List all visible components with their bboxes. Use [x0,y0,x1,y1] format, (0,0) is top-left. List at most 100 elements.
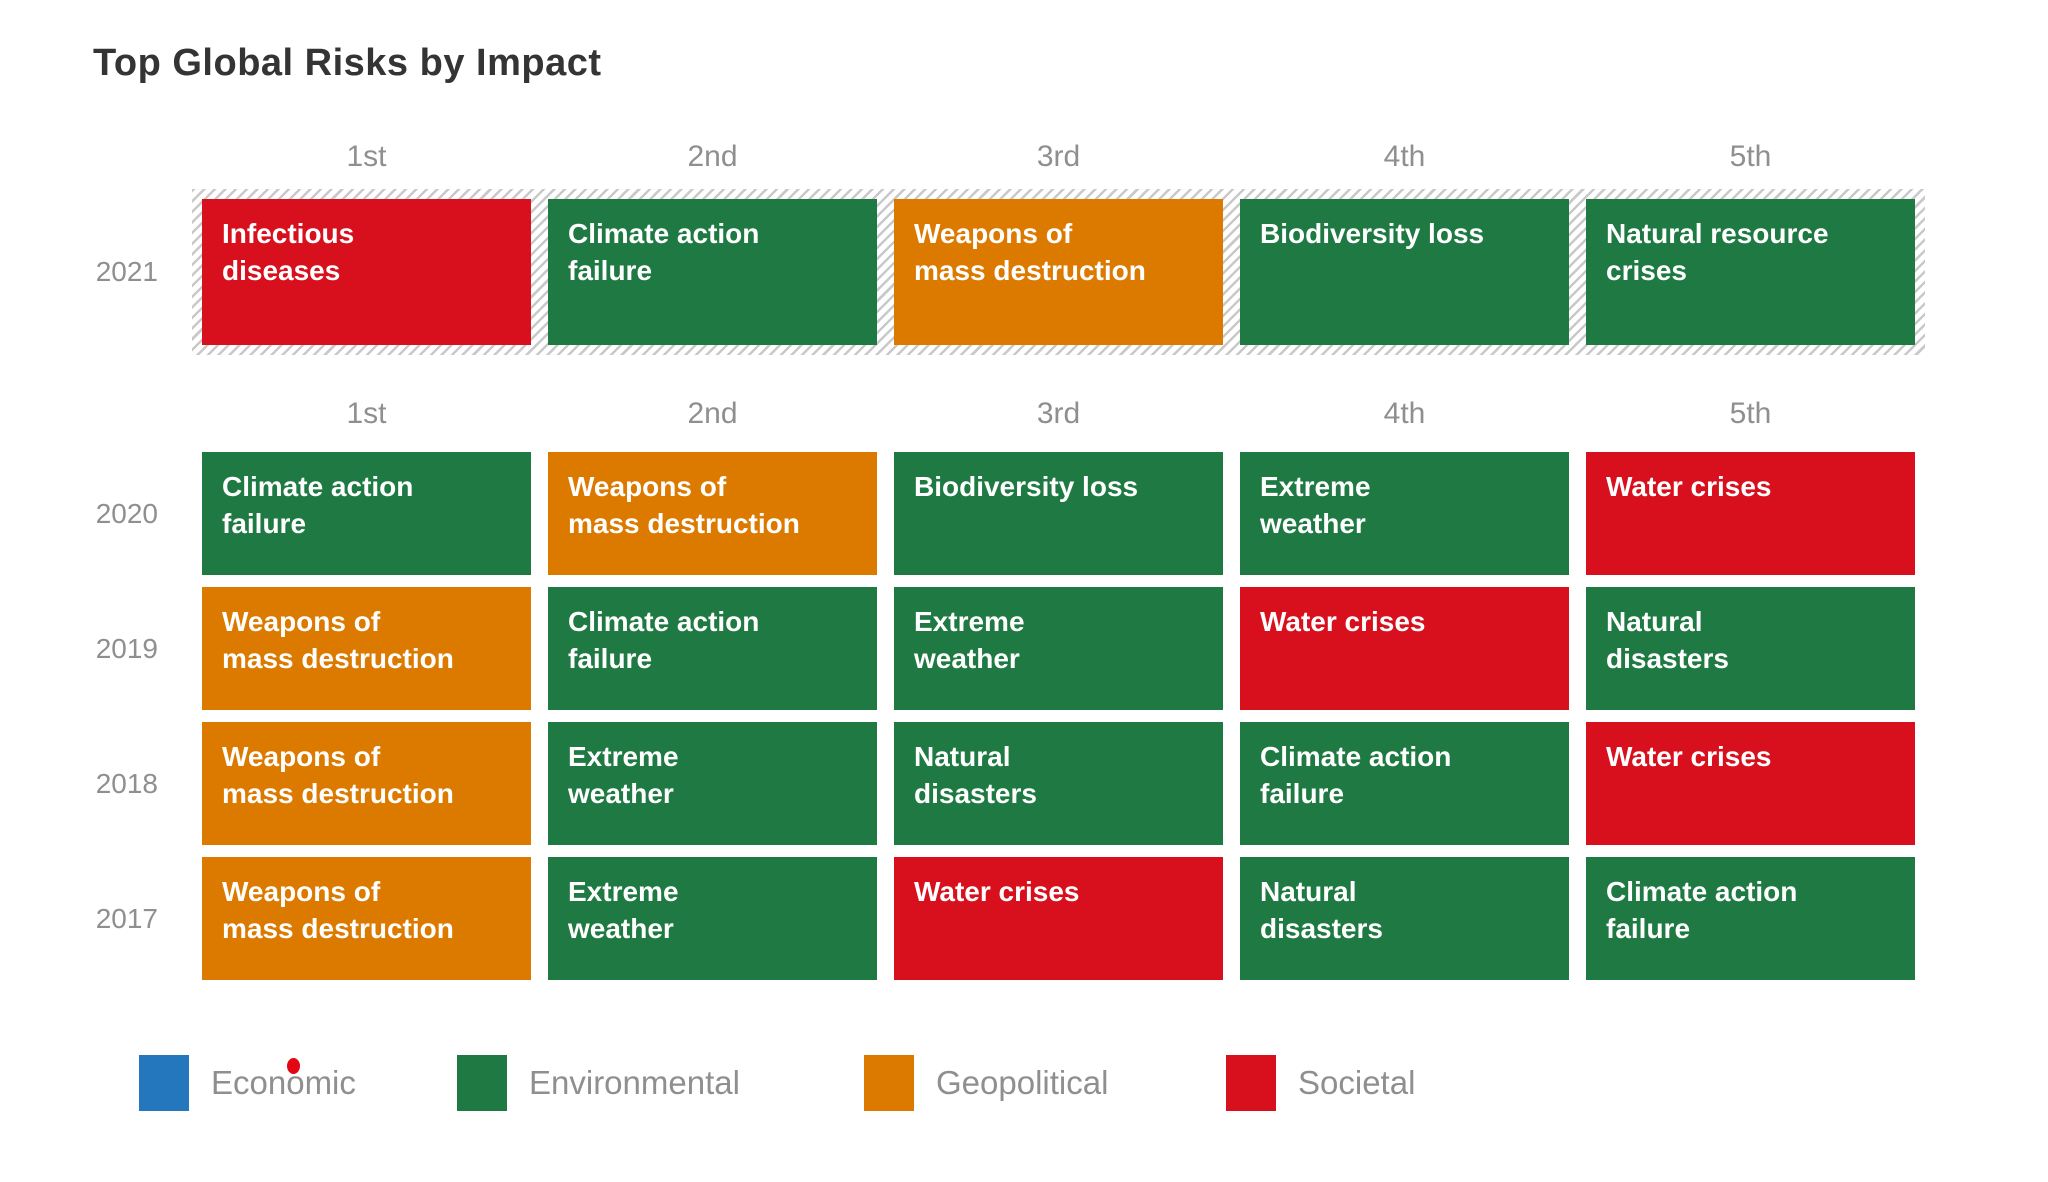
risk-cell-environmental: Climate action failure [1240,722,1569,845]
risk-cell-label: mass destruction [914,255,1146,286]
risk-cell-label: Climate action [568,606,760,637]
risk-cell-label: Weapons of [222,876,381,907]
risk-cell-label: crises [1606,255,1687,286]
risk-cell-environmental: Biodiversity loss [1240,199,1569,345]
highlight-hatch-band: Infectious diseases Climate action failure W… [192,189,1925,355]
risk-cell-geopolitical: Weapons of mass destruction [202,857,531,980]
risk-cell-label: Extreme [568,741,679,772]
rank-header-5th: 5th [1729,140,1772,173]
risk-cell-label: Water crises [1260,606,1426,637]
risk-cell-label: Extreme [914,606,1025,637]
risk-cell-environmental: Extreme weather [548,857,877,980]
risk-cell-label: Weapons of [222,741,381,772]
rank-header-2nd: 2nd [687,140,738,173]
row-2018: 2018 Weapons of mass destruction Extreme wea… [96,722,1915,845]
legend-item-economic: Economic [139,1055,356,1111]
risk-cell-geopolitical: Weapons of mass destruction [202,722,531,845]
legend-label-economic: Economic [211,1064,356,1101]
risk-cell-label: Natural [1606,606,1703,637]
risk-cell-label: disasters [1260,913,1383,944]
year-label-2021: 2021 [95,256,158,287]
risk-cell-environmental: Natural resource crises [1586,199,1915,345]
risk-cell-label: Water crises [1606,471,1772,502]
risk-cell-environmental: Climate action failure [548,587,877,710]
risk-cell-geopolitical: Weapons of mass destruction [202,587,531,710]
risk-cell-label: Infectious [222,218,355,249]
legend-item-environmental: Environmental [457,1055,740,1111]
risk-cell-label: mass destruction [222,913,454,944]
risk-cell-label: failure [1606,913,1691,944]
risk-cell-label: diseases [222,255,341,286]
risk-cell-label: Extreme [1260,471,1371,502]
legend-swatch-geopolitical [864,1055,914,1111]
risk-cell-label: Climate action [222,471,414,502]
risk-cell-label: weather [568,913,674,944]
history-rows: 2020 Climate action failure Weapons of mass … [96,452,1915,992]
risk-cell-environmental: Natural disasters [1240,857,1569,980]
risk-cell-label: Climate action [1260,741,1452,772]
risk-cell-environmental: Natural disasters [894,722,1223,845]
legend-swatch-societal [1226,1055,1276,1111]
risk-cell-label: Weapons of [914,218,1073,249]
risk-cell-environmental: Extreme weather [1240,452,1569,575]
risk-cell-label: Water crises [914,876,1080,907]
legend-label-geopolitical: Geopolitical [936,1064,1109,1101]
legend-item-societal: Societal [1226,1055,1415,1111]
risk-cell-label: Water crises [1606,741,1772,772]
risk-cell-label: weather [568,778,674,809]
risk-cell-environmental: Biodiversity loss [894,452,1223,575]
rank-header-3rd: 3rd [1036,140,1081,173]
row-2017: 2017 Weapons of mass destruction Extreme wea… [96,857,1915,980]
legend-swatch-economic [139,1055,189,1111]
rank-header-row-history: 1st 2nd 3rd 4th 5th [202,395,1915,433]
risk-cell-label: disasters [914,778,1037,809]
year-label-2019: 2019 [95,632,158,664]
legend-swatch-environmental [457,1055,507,1111]
risk-cell-societal: Infectious diseases [202,199,531,345]
risk-cell-label: mass destruction [568,508,800,539]
legend: Economic Environmental Geopolitical Societa… [0,1055,2048,1125]
risk-cell-label: mass destruction [222,643,454,674]
risk-cell-label: Climate action [568,218,760,249]
rank-header-3rd: 3rd [1036,397,1081,430]
rank-header-1st: 1st [346,397,387,430]
year-label-2020: 2020 [95,497,158,529]
rank-header-4th: 4th [1383,140,1426,173]
risk-cell-label: failure [568,643,653,674]
rank-header-2nd: 2nd [687,397,738,430]
risk-cell-label: Weapons of [222,606,381,637]
risk-cell-environmental: Extreme weather [548,722,877,845]
chart-title: Top Global Risks by Impact [93,42,602,84]
risk-cell-environmental: Climate action failure [1586,857,1915,980]
year-label-2017: 2017 [95,902,158,934]
risk-cell-label: weather [914,643,1020,674]
risk-cell-label: Biodiversity loss [914,471,1139,502]
risk-cell-societal: Water crises [894,857,1223,980]
risk-cell-geopolitical: Weapons of mass destruction [894,199,1223,345]
risk-cell-label: Extreme [568,876,679,907]
risk-cell-environmental: Climate action failure [548,199,877,345]
rank-header-1st: 1st [346,140,387,173]
risk-cell-label: Weapons of [568,471,727,502]
rank-header-5th: 5th [1729,397,1772,430]
risk-cell-environmental: Natural disasters [1586,587,1915,710]
row-2019: 2019 Weapons of mass destruction Climate ac… [96,587,1915,710]
row-2020: 2020 Climate action failure Weapons of mass … [96,452,1915,575]
risk-cell-label: failure [568,255,653,286]
risk-cell-label: weather [1260,508,1366,539]
risk-cell-societal: Water crises [1586,452,1915,575]
risk-cell-label: Climate action [1606,876,1798,907]
risk-cell-label: disasters [1606,643,1729,674]
risk-cell-label: failure [222,508,307,539]
year-label-2018: 2018 [95,767,158,799]
cursor-dot [287,1058,300,1074]
risk-cell-label: mass destruction [222,778,454,809]
legend-label-societal: Societal [1298,1064,1416,1101]
risk-cell-environmental: Climate action failure [202,452,531,575]
risk-cell-societal: Water crises [1240,587,1569,710]
legend-item-geopolitical: Geopolitical [864,1055,1108,1111]
legend-label-environmental: Environmental [529,1064,740,1101]
risk-cell-societal: Water crises [1586,722,1915,845]
risk-cell-label: Biodiversity loss [1260,218,1485,249]
